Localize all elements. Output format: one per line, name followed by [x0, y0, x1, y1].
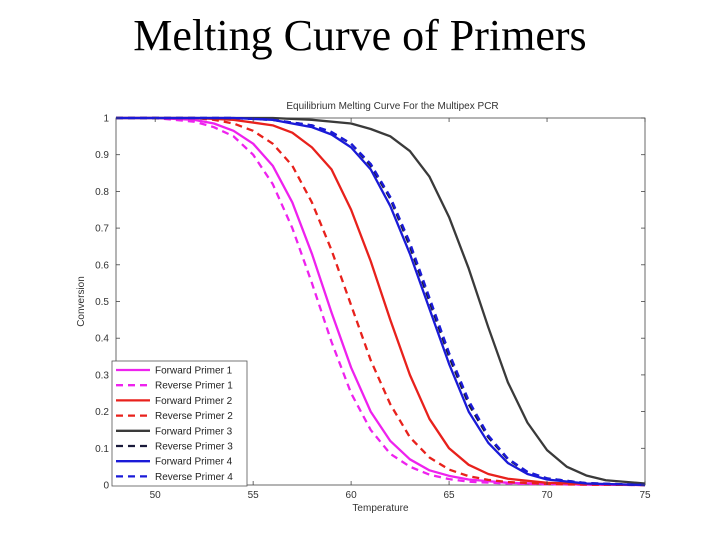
- axes-layer: Equilibrium Melting Curve For the Multip…: [76, 101, 651, 514]
- legend-box: [111, 360, 248, 487]
- series-line-7: [116, 116, 646, 487]
- series-line-2: [116, 116, 646, 487]
- legend-label-8: Reverse Primer 4: [155, 472, 233, 483]
- series-layer: [116, 116, 646, 487]
- series-line-3: [116, 116, 646, 487]
- series-line-6: [116, 116, 646, 487]
- y-tick-label: 0.6: [95, 260, 109, 271]
- x-tick-label: 70: [541, 490, 553, 501]
- y-tick-label: 0.2: [95, 407, 109, 418]
- y-tick-label: 0.7: [95, 224, 109, 235]
- legend-label-1: Forward Primer 1: [155, 366, 233, 377]
- series-line-4: [116, 116, 646, 487]
- legend-label-2: Reverse Primer 1: [155, 381, 233, 392]
- legend-label-7: Forward Primer 4: [155, 457, 233, 468]
- y-tick-label: 0.8: [95, 187, 109, 198]
- x-tick-label: 65: [444, 490, 456, 501]
- y-axis-label: Conversion: [76, 276, 87, 327]
- x-tick-label: 60: [346, 490, 358, 501]
- series-line-5: [116, 116, 646, 485]
- x-tick-label: 50: [150, 490, 162, 501]
- chart-title: Equilibrium Melting Curve For the Multip…: [286, 101, 498, 112]
- series-line-8: [116, 116, 646, 487]
- legend-label-4: Reverse Primer 2: [155, 411, 233, 422]
- x-axis-label: Temperature: [352, 503, 409, 514]
- y-tick-label: 0: [103, 481, 109, 492]
- y-tick-label: 0.5: [95, 297, 109, 308]
- y-tick-label: 0.9: [95, 150, 109, 161]
- y-tick-label: 1: [103, 114, 109, 125]
- slide-title: Melting Curve of Primers: [133, 11, 587, 60]
- y-tick-label: 0.1: [95, 444, 109, 455]
- legend-label-3: Forward Primer 2: [155, 396, 233, 407]
- legend-label-6: Reverse Primer 3: [155, 442, 233, 453]
- legend-label-5: Forward Primer 3: [155, 426, 233, 437]
- legend: Forward Primer 1 Reverse Primer 1 Forward …: [111, 360, 248, 487]
- x-tick-label: 55: [248, 490, 260, 501]
- series-line-1: [116, 116, 646, 487]
- y-tick-label: 0.3: [95, 370, 109, 381]
- y-tick-label: 0.4: [95, 334, 109, 345]
- x-tick-label: 75: [639, 490, 651, 501]
